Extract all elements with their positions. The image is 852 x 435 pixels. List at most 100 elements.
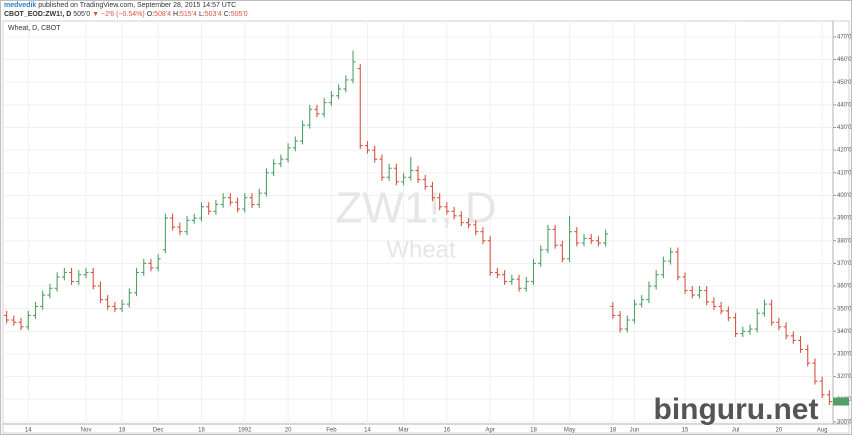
x-tick-label: Dec [153, 428, 164, 434]
ohlc-bar [343, 75, 349, 93]
ohlc-bar [465, 218, 472, 229]
ohlc-bar [458, 211, 464, 227]
ohlc-bar [69, 267, 75, 285]
ohlc-bar [812, 358, 818, 385]
ohlc-bar [689, 286, 695, 299]
ohlc-bar [682, 272, 688, 294]
chart-title: Wheat, D, CBOT [8, 25, 61, 32]
ohlc-bar [141, 258, 147, 276]
ohlc-bar [444, 202, 450, 215]
ohlc-bar [538, 245, 544, 267]
ohlc-bar [502, 270, 508, 285]
ohlc-bar [740, 326, 746, 337]
ohlc-bar [314, 104, 320, 118]
ohlc-bar [307, 104, 313, 129]
y-tick-label: 330'0 [837, 352, 851, 358]
field-label: C: [223, 11, 231, 18]
ohlc-bar [25, 310, 31, 331]
ohlc-bar [133, 267, 140, 297]
ohlc-bar [711, 297, 717, 310]
ohlc-bar [177, 222, 183, 236]
symbol-line: CBOT_EOD:ZW1!, D 505'0 ▼ −2'6 (−0.54%) O… [4, 11, 250, 18]
ohlc-bar [11, 315, 17, 326]
x-tick-label: Apr [486, 428, 495, 434]
axes: 300'0310'0320'0330'0340'0350'0360'0370'0… [25, 34, 851, 433]
published: published on TradingView.com, September … [38, 2, 237, 9]
ohlc-bar [761, 299, 767, 317]
ohlc-bar [776, 317, 782, 331]
field-value: 505'0 [230, 11, 248, 18]
ohlc-bar [653, 270, 659, 290]
y-tick-label: 470'0 [837, 34, 851, 40]
y-tick-label: 460'0 [837, 57, 851, 63]
ohlc-bar [805, 344, 811, 367]
y-tick-label: 420'0 [837, 148, 851, 154]
ohlc-bar [235, 197, 241, 213]
ohlc-bar [242, 193, 248, 213]
author[interactable]: medvedik [4, 2, 37, 9]
field-value: 503'4 [204, 11, 222, 18]
ohlc-bar [213, 199, 219, 215]
x-tick-label: 20 [285, 428, 292, 434]
x-tick-label: 14 [364, 428, 371, 434]
ohlc-bar [191, 213, 197, 224]
ohlc-bar [509, 274, 515, 285]
ohlc-bar [696, 286, 703, 299]
field-value: 515'4 [180, 11, 197, 18]
ohlc-bar [162, 213, 168, 254]
ohlc-bar [372, 145, 378, 163]
site-watermark: binguru.net [654, 393, 819, 426]
x-tick-label: Feb [326, 428, 337, 434]
y-tick-label: 370'0 [837, 261, 851, 267]
ohlc-bar [754, 308, 760, 333]
ohlc-bar [516, 274, 522, 292]
x-tick-label: Aug [817, 428, 828, 434]
x-tick-label: May [564, 428, 575, 434]
ohlc-bar [660, 256, 666, 279]
x-tick-label: 1992 [238, 428, 252, 434]
ohlc-bar [559, 240, 565, 263]
ohlc-bar [148, 258, 154, 272]
ohlc-bar [299, 120, 306, 145]
ohlc-bar [336, 84, 342, 100]
x-tick-label: Jun [630, 428, 640, 434]
field-value: 508'4 [154, 11, 172, 18]
ohlc-bar [227, 193, 233, 206]
ohlc-bar [408, 156, 414, 181]
y-tick-label: 300'0 [837, 420, 851, 426]
ohlc-bar [595, 236, 601, 247]
publish-line: medvedik published on TradingView.com, S… [4, 2, 236, 9]
y-tick-label: 350'0 [837, 306, 851, 312]
ohlc-bar [126, 288, 132, 308]
ohlc-bar [18, 317, 24, 331]
ohlc-bar [494, 267, 500, 279]
y-tick-label: 390'0 [837, 216, 851, 222]
ohlc-bar [704, 286, 710, 306]
ohlc-bar [357, 64, 363, 150]
ohlc-bar [769, 299, 775, 326]
x-tick-label: 14 [25, 428, 32, 434]
ohlc-bar [624, 315, 630, 333]
x-tick-label: 18 [119, 428, 126, 434]
ohlc-fields: O:508'4 H:515'4 L:503'4 C:505'0 [147, 11, 250, 18]
ohlc-bar [263, 168, 269, 197]
ohlc-bar [480, 227, 486, 245]
ohlc-bar [639, 295, 645, 308]
ohlc-bar [364, 141, 371, 154]
ohlc-bar [379, 154, 385, 181]
ohlc-bar [97, 281, 103, 304]
ohlc-bar [112, 301, 118, 313]
ohlc-bar [83, 267, 89, 279]
ohlc-bar [206, 202, 212, 215]
watermark-sub: Wheat [386, 236, 456, 263]
ohlc-bar [285, 143, 291, 163]
y-tick-label: 440'0 [837, 102, 851, 108]
chart-frame [2, 20, 850, 434]
y-tick-label: 410'0 [837, 170, 851, 176]
ohlc-bar [610, 301, 616, 319]
ohlc-bar [256, 188, 262, 208]
x-tick-label: 20 [776, 428, 783, 434]
y-tick-label: 400'0 [837, 193, 851, 199]
